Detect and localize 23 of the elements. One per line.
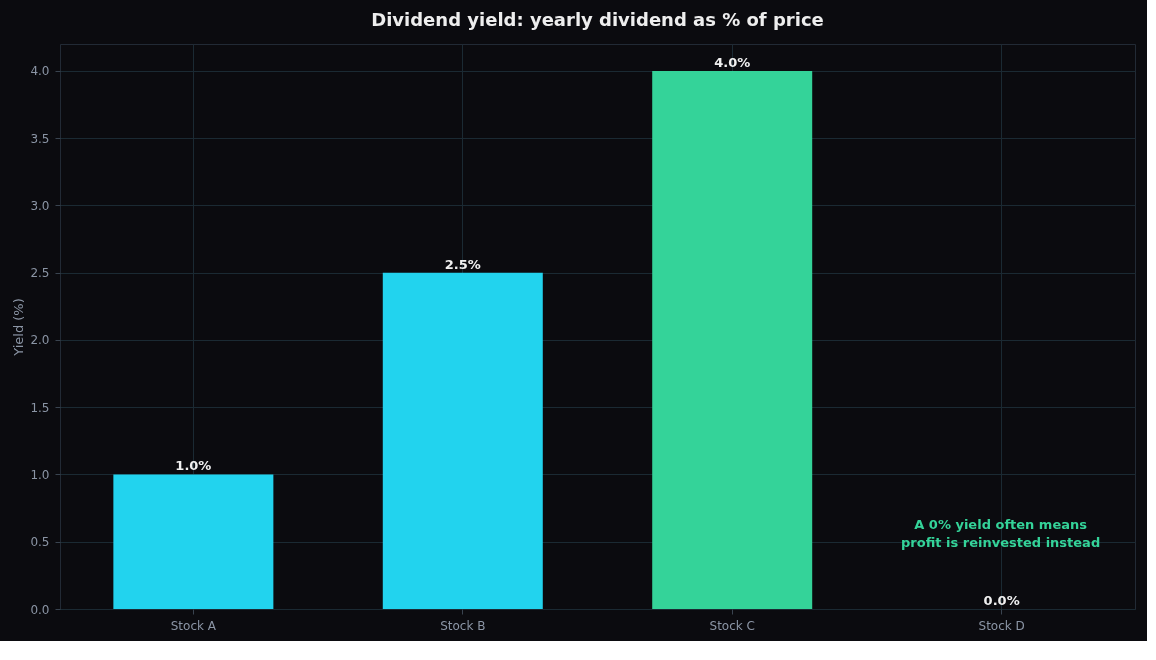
y-tick-label: 2.0 [30, 333, 50, 348]
x-tick-label: Stock D [978, 618, 1025, 633]
data-label: 2.5% [444, 256, 481, 272]
x-tick-label: Stock A [170, 618, 217, 633]
x-tick-label: Stock C [709, 618, 755, 633]
y-tick-label: 2.5 [30, 266, 50, 281]
y-tick-label: 1.0 [30, 467, 50, 482]
y-tick-label: 0.5 [30, 535, 50, 550]
data-label: 0.0% [983, 593, 1020, 608]
bar [113, 474, 274, 609]
bar [652, 70, 813, 609]
annotation: A 0% yield often means profit is reinvested instead [901, 517, 1101, 550]
y-tick-label: 3.0 [30, 198, 50, 213]
x-tick-label: Stock B [440, 618, 486, 633]
y-tick-label: 1.5 [30, 400, 50, 415]
y-tick-label: 0.0 [30, 602, 50, 617]
data-label: 1.0% [175, 458, 212, 474]
data-label: 4.0% [714, 54, 751, 70]
bar [382, 272, 543, 609]
y-tick-label: 4.0 [30, 64, 50, 79]
y-tick-label: 3.5 [30, 131, 50, 146]
y-axis-title: Yield (%) [11, 298, 27, 357]
chart-title: Dividend yield: yearly dividend as % of price [371, 9, 824, 30]
